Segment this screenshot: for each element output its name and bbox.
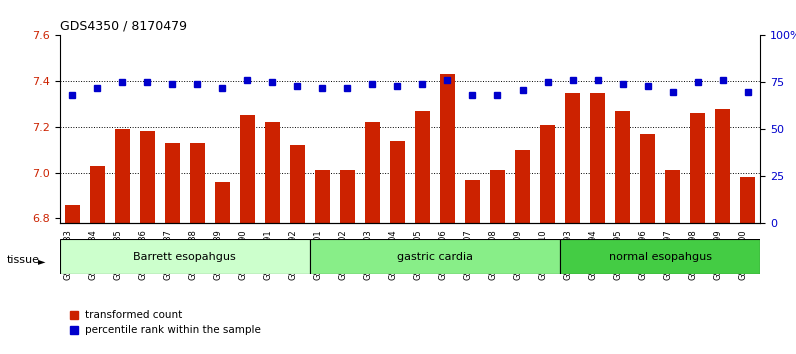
Bar: [140, 131, 154, 354]
Bar: [390, 141, 405, 354]
Bar: [665, 170, 680, 354]
Bar: [715, 109, 730, 354]
Bar: [590, 93, 605, 354]
Bar: [615, 111, 630, 354]
Bar: [415, 111, 430, 354]
Bar: [265, 122, 280, 354]
Text: GDS4350 / 8170479: GDS4350 / 8170479: [60, 20, 187, 33]
Text: Barrett esopahgus: Barrett esopahgus: [134, 252, 236, 262]
Bar: [740, 177, 755, 354]
Bar: [165, 143, 180, 354]
Bar: [640, 134, 655, 354]
Legend: transformed count, percentile rank within the sample: transformed count, percentile rank withi…: [65, 306, 265, 339]
Bar: [315, 170, 330, 354]
Bar: [215, 182, 230, 354]
Bar: [490, 170, 505, 354]
Bar: [64, 205, 80, 354]
FancyBboxPatch shape: [60, 239, 310, 274]
Bar: [515, 150, 530, 354]
Bar: [290, 145, 305, 354]
Bar: [240, 115, 255, 354]
Bar: [340, 170, 355, 354]
Bar: [440, 74, 455, 354]
FancyBboxPatch shape: [310, 239, 560, 274]
Bar: [90, 166, 105, 354]
Bar: [465, 179, 480, 354]
Bar: [565, 93, 580, 354]
Text: normal esopahgus: normal esopahgus: [609, 252, 712, 262]
Text: ►: ►: [38, 256, 45, 266]
Text: gastric cardia: gastric cardia: [397, 252, 473, 262]
Bar: [189, 143, 205, 354]
Bar: [690, 113, 705, 354]
Bar: [365, 122, 380, 354]
Text: tissue: tissue: [6, 255, 39, 265]
FancyBboxPatch shape: [560, 239, 760, 274]
Bar: [115, 129, 130, 354]
Bar: [540, 125, 555, 354]
